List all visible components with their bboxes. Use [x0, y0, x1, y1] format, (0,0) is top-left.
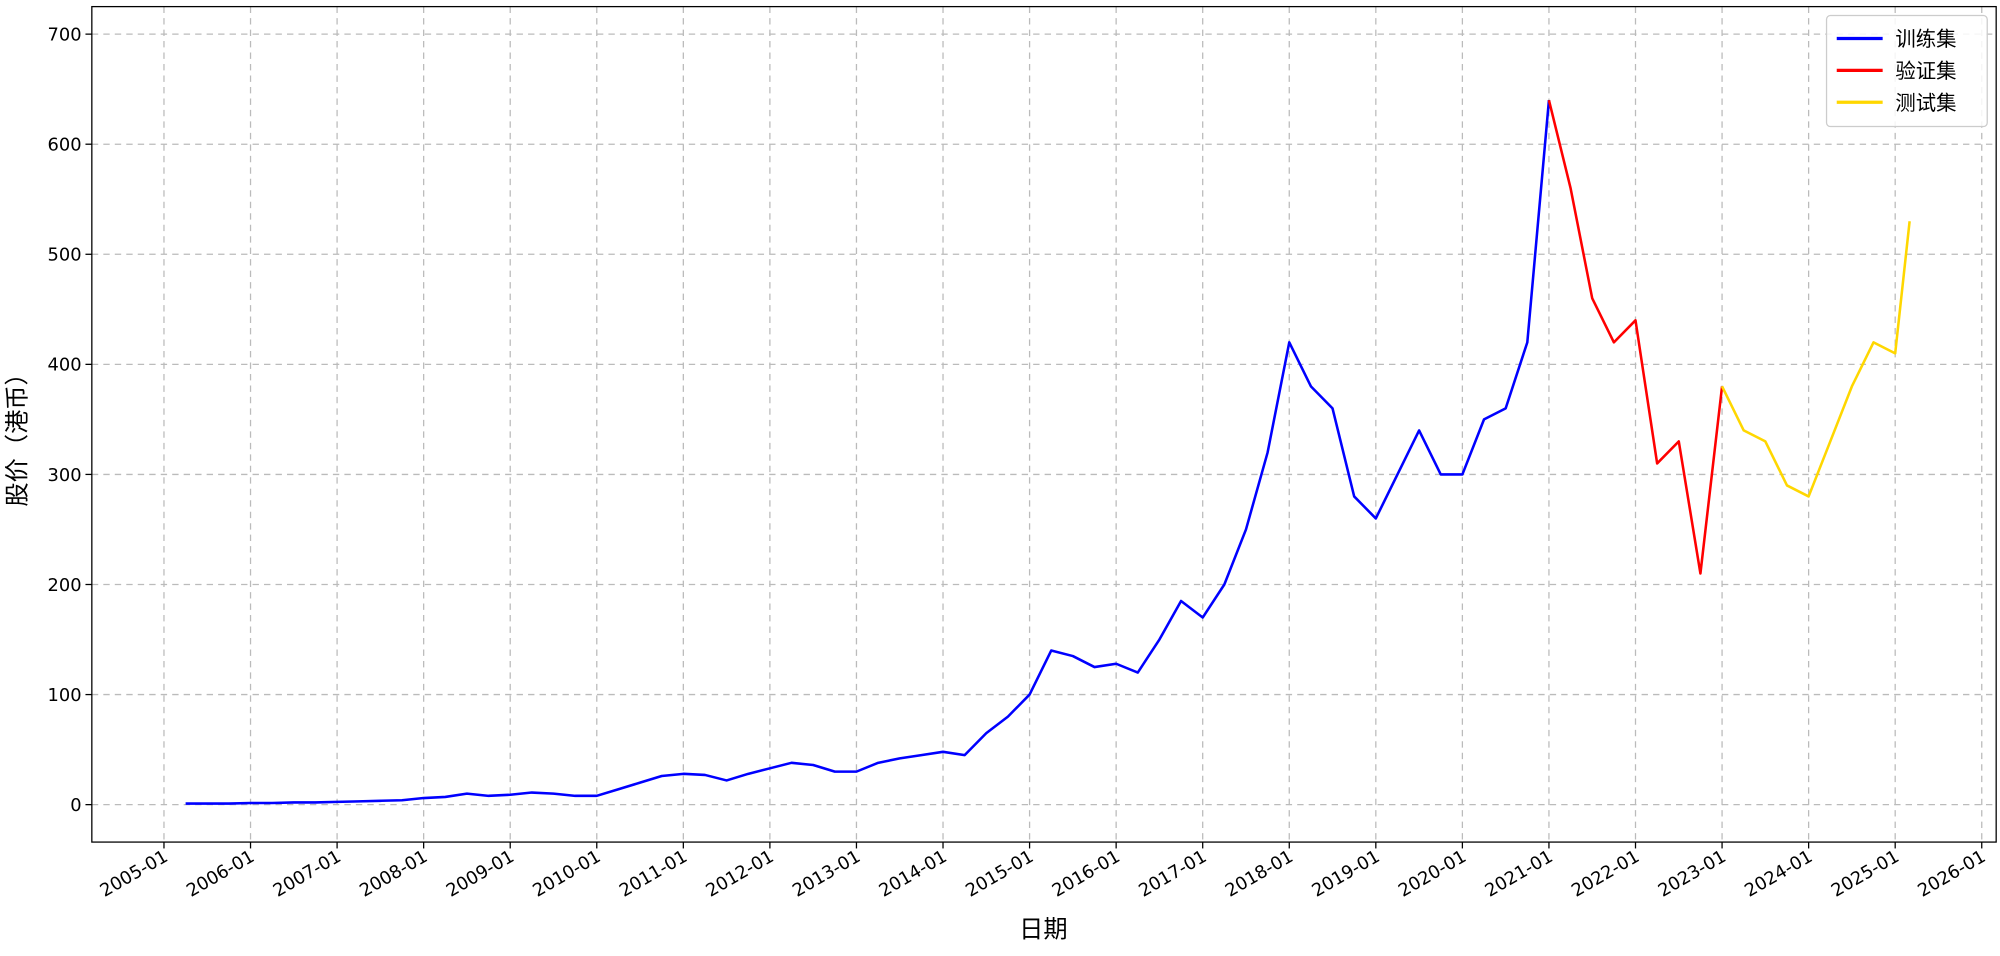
x-tick-label: 2026-01 — [1914, 846, 1989, 901]
y-tick-label: 0 — [70, 795, 81, 816]
x-tick-label: 2017-01 — [1135, 846, 1210, 901]
x-tick-label: 2015-01 — [962, 846, 1037, 901]
y-tick-label: 700 — [48, 25, 82, 46]
y-tick-label: 500 — [48, 245, 82, 266]
x-tick-label: 2021-01 — [1481, 846, 1556, 901]
x-tick-label: 2009-01 — [443, 846, 518, 901]
x-tick-label: 2011-01 — [616, 846, 691, 901]
y-axis-label: 股价（港币） — [4, 361, 32, 506]
y-tick-label: 100 — [48, 685, 82, 706]
x-axis-label: 日期 — [1019, 916, 1067, 944]
x-tick-label: 2012-01 — [702, 846, 777, 901]
series-line — [1547, 99, 1724, 575]
x-tick-label: 2020-01 — [1395, 846, 1470, 901]
plot-frame — [91, 5, 1997, 843]
legend-label: 测试集 — [1895, 91, 1956, 115]
x-tick-label: 2010-01 — [529, 846, 604, 901]
legend-label: 验证集 — [1895, 59, 1956, 83]
y-tick-label: 300 — [48, 465, 82, 486]
x-tick-label: 2008-01 — [356, 846, 431, 901]
series-line — [1720, 221, 1911, 498]
x-tick-label: 2016-01 — [1049, 846, 1124, 901]
series-line — [185, 100, 1551, 805]
x-tick-label: 2022-01 — [1568, 846, 1643, 901]
x-tick-label: 2006-01 — [183, 846, 258, 901]
x-tick-label: 2023-01 — [1655, 846, 1730, 901]
x-tick-label: 2007-01 — [270, 846, 345, 901]
x-tick-label: 2014-01 — [876, 846, 951, 901]
x-tick-label: 2013-01 — [789, 846, 864, 901]
x-tick-label: 2024-01 — [1741, 846, 1816, 901]
legend-label: 训练集 — [1895, 27, 1956, 51]
x-tick-label: 2025-01 — [1828, 846, 1903, 901]
y-tick-label: 400 — [48, 355, 82, 376]
x-tick-label: 2005-01 — [96, 846, 171, 901]
x-tick-label: 2018-01 — [1222, 846, 1297, 901]
x-tick-label: 2019-01 — [1308, 846, 1383, 901]
legend-box — [1825, 14, 1988, 128]
y-tick-label: 200 — [48, 575, 82, 596]
y-tick-label: 600 — [48, 135, 82, 156]
